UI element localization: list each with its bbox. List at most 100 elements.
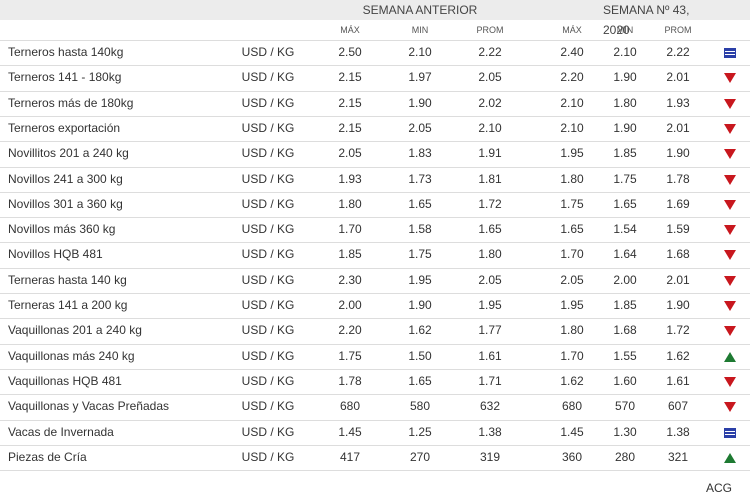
trend-up [723, 350, 737, 364]
unit: USD / KG [241, 70, 295, 85]
item-name: Terneros hasta 140kg [8, 45, 124, 59]
price: 1.60 [613, 373, 637, 388]
price: 1.65 [478, 222, 502, 237]
price: 1.90 [613, 70, 637, 85]
price: 1.83 [408, 146, 432, 161]
price: 1.81 [478, 171, 502, 186]
price: 2.00 [613, 272, 637, 287]
price: 1.90 [408, 298, 432, 312]
unit: USD / KG [241, 348, 295, 363]
unit: USD / KG [241, 323, 295, 338]
price: 1.70 [338, 222, 362, 237]
price: 1.70 [560, 348, 584, 363]
item-name: Terneros exportación [8, 120, 121, 135]
price: 1.91 [478, 146, 502, 161]
trend-down [723, 97, 737, 111]
price: 1.65 [408, 196, 432, 211]
unit: USD / KG [241, 222, 295, 237]
price: 1.85 [613, 298, 637, 312]
price: 680 [339, 399, 361, 414]
price: 2.30 [338, 272, 362, 287]
trend-down [723, 274, 737, 288]
price: 1.59 [666, 222, 690, 237]
row-divider [0, 242, 750, 243]
price: 607 [667, 399, 689, 414]
price: 1.62 [560, 373, 584, 388]
price: 1.95 [478, 298, 502, 312]
price: 580 [409, 399, 431, 414]
row-divider [0, 344, 750, 345]
trend-down [723, 324, 737, 338]
price: 2.05 [478, 70, 502, 85]
price: 1.80 [613, 95, 637, 110]
price: 1.62 [666, 348, 690, 363]
row-divider [0, 369, 750, 370]
group-header: SEMANA ANTERIOR [362, 3, 478, 17]
row-divider [0, 445, 750, 446]
item-name: Vaquillonas HQB 481 [8, 373, 122, 388]
price: 1.55 [613, 348, 637, 363]
row-divider [0, 192, 750, 193]
price: 570 [614, 399, 636, 414]
column-header: PROM [476, 25, 504, 35]
item-name: Terneros 141 - 180kg [8, 70, 122, 85]
row-divider [0, 65, 750, 66]
price: 2.10 [613, 45, 637, 59]
unit: USD / KG [241, 399, 295, 414]
trend-down [723, 173, 737, 187]
trend-down [723, 71, 737, 85]
price: 1.25 [408, 424, 432, 439]
item-name: Vacas de Invernada [8, 424, 114, 439]
trend-down [723, 223, 737, 237]
price: 1.64 [613, 247, 637, 262]
price: 1.93 [338, 171, 362, 186]
price: 1.72 [478, 196, 502, 211]
price: 1.75 [338, 348, 362, 363]
price: 1.95 [560, 298, 584, 312]
trend-down [723, 122, 737, 136]
column-header: PROM [664, 25, 692, 35]
column-header: MIN [411, 25, 429, 35]
unit: USD / KG [241, 196, 295, 211]
column-header: MÁX [562, 25, 582, 35]
price: 1.70 [560, 247, 584, 262]
price: 2.05 [408, 120, 432, 135]
price: 1.78 [666, 171, 690, 186]
row-divider [0, 116, 750, 117]
header-bar [0, 0, 750, 20]
price: 1.95 [408, 272, 432, 287]
price: 2.20 [560, 70, 584, 85]
price: 1.30 [613, 424, 637, 439]
item-name: Novillitos 201 a 240 kg [8, 146, 129, 161]
trend-down [723, 198, 737, 212]
price: 2.01 [666, 272, 690, 287]
unit: USD / KG [241, 373, 295, 388]
price: 1.85 [613, 146, 637, 161]
price: 680 [561, 399, 583, 414]
price: 632 [479, 399, 501, 414]
trend-down [723, 400, 737, 414]
price: 1.58 [408, 222, 432, 237]
price: 2.10 [560, 95, 584, 110]
price: 1.90 [666, 146, 690, 161]
price: 321 [667, 449, 689, 464]
price: 2.20 [338, 323, 362, 338]
price: 319 [479, 449, 501, 464]
price: 2.15 [338, 120, 362, 135]
price: 1.38 [666, 424, 690, 439]
price: 2.40 [560, 45, 584, 59]
price: 2.01 [666, 70, 690, 85]
row-divider [0, 91, 750, 92]
price: 1.75 [613, 171, 637, 186]
row-divider [0, 167, 750, 168]
unit: USD / KG [241, 272, 295, 287]
item-name: Vaquillonas más 240 kg [8, 348, 135, 363]
price: 1.80 [478, 247, 502, 262]
item-name: Terneros más de 180kg [8, 95, 134, 110]
price: 1.61 [666, 373, 690, 388]
row-divider [0, 293, 750, 294]
row-divider [0, 40, 750, 41]
price: 360 [561, 449, 583, 464]
price: 1.93 [666, 95, 690, 110]
